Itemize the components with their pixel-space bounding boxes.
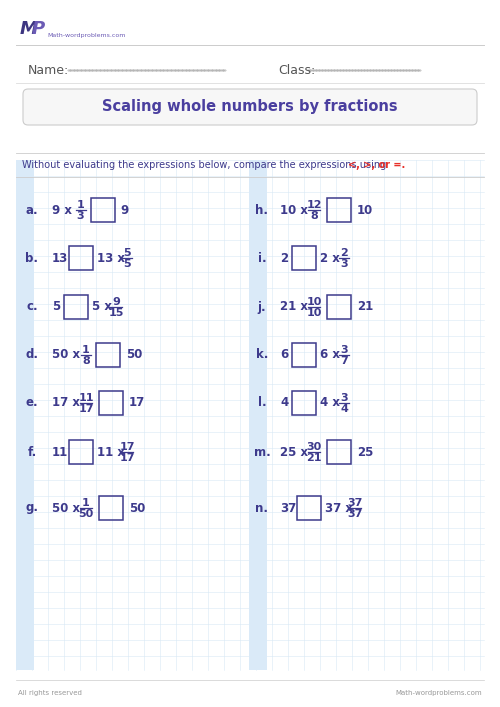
Text: 12: 12 [306, 200, 322, 210]
Text: 2: 2 [340, 248, 348, 258]
Text: a.: a. [26, 204, 38, 216]
Text: Math-wordproblems.com: Math-wordproblems.com [396, 690, 482, 696]
Text: 2 x: 2 x [320, 252, 340, 264]
Text: 9: 9 [120, 204, 129, 216]
Text: 11: 11 [52, 445, 68, 459]
Text: n.: n. [256, 501, 268, 515]
Text: 25: 25 [357, 445, 374, 459]
Text: Class:: Class: [278, 64, 316, 76]
Text: M: M [20, 20, 38, 38]
Text: 3: 3 [76, 211, 84, 221]
Text: 9: 9 [112, 297, 120, 307]
Text: 17: 17 [78, 404, 94, 414]
Bar [69, 246, 93, 270]
Bar [99, 391, 123, 415]
Text: All rights reserved: All rights reserved [18, 690, 82, 696]
Text: 1: 1 [82, 498, 90, 508]
Text: P: P [32, 20, 45, 38]
Text: 5: 5 [52, 300, 60, 313]
Text: 15: 15 [108, 308, 124, 318]
Text: k.: k. [256, 349, 268, 361]
Text: 21: 21 [357, 300, 373, 313]
Text: j.: j. [258, 300, 266, 313]
Text: 8: 8 [310, 211, 318, 221]
Text: Math-wordproblems.com: Math-wordproblems.com [47, 33, 126, 38]
Text: 13 x: 13 x [97, 252, 125, 264]
Bar [327, 440, 351, 464]
Text: d.: d. [26, 349, 38, 361]
Text: 37 x: 37 x [325, 501, 353, 515]
Text: 50 x: 50 x [52, 501, 80, 515]
Text: 17: 17 [120, 453, 135, 463]
Text: 10: 10 [306, 308, 322, 318]
Text: 25 x: 25 x [280, 445, 308, 459]
Text: l.: l. [258, 397, 266, 409]
Bar [64, 295, 88, 319]
Text: 1: 1 [82, 345, 90, 355]
Text: g.: g. [26, 501, 38, 515]
Text: 30: 30 [306, 442, 322, 452]
Text: 50: 50 [126, 349, 142, 361]
Text: 10 x: 10 x [280, 204, 308, 216]
Text: 13: 13 [52, 252, 68, 264]
Bar [99, 496, 123, 520]
Text: 50: 50 [129, 501, 146, 515]
Text: 4: 4 [340, 404, 348, 414]
Bar [297, 496, 321, 520]
Text: 50: 50 [78, 509, 94, 519]
Bar [16, 160, 34, 670]
Text: 5: 5 [123, 259, 131, 269]
Text: 37: 37 [280, 501, 296, 515]
Bar [327, 295, 351, 319]
Text: 17: 17 [120, 442, 135, 452]
Text: c.: c. [26, 300, 38, 313]
Bar [90, 198, 114, 222]
Text: 4: 4 [280, 397, 288, 409]
Text: m.: m. [254, 445, 270, 459]
Text: 2: 2 [280, 252, 288, 264]
Text: <, >, or =.: <, >, or =. [348, 160, 405, 170]
Text: b.: b. [26, 252, 38, 264]
Bar [69, 440, 93, 464]
Bar [292, 391, 316, 415]
Text: 8: 8 [82, 356, 90, 366]
Text: 6 x: 6 x [320, 349, 340, 361]
Text: 17: 17 [129, 397, 145, 409]
Text: 6: 6 [280, 349, 288, 361]
Text: 10: 10 [357, 204, 373, 216]
Text: 3: 3 [340, 345, 348, 355]
Text: 5 x: 5 x [92, 300, 112, 313]
Bar [96, 343, 120, 367]
Text: i.: i. [258, 252, 266, 264]
Text: Name:: Name: [28, 64, 69, 76]
Text: 9 x: 9 x [52, 204, 72, 216]
Bar [327, 198, 351, 222]
Text: 50 x: 50 x [52, 349, 80, 361]
Text: 21: 21 [306, 453, 322, 463]
Text: 7: 7 [340, 356, 348, 366]
Bar [249, 160, 267, 670]
Text: 4 x: 4 x [320, 397, 340, 409]
Text: 17 x: 17 x [52, 397, 80, 409]
FancyBboxPatch shape [23, 89, 477, 125]
Text: 3: 3 [340, 259, 348, 269]
Text: h.: h. [256, 204, 268, 216]
Text: e.: e. [26, 397, 38, 409]
Text: 11 x: 11 x [97, 445, 125, 459]
Text: 37: 37 [348, 498, 362, 508]
Text: 5: 5 [123, 248, 131, 258]
Bar [292, 343, 316, 367]
Text: 10: 10 [306, 297, 322, 307]
Text: Scaling whole numbers by fractions: Scaling whole numbers by fractions [102, 100, 398, 115]
Text: Without evaluating the expressions below, compare the expressions using: Without evaluating the expressions below… [22, 160, 390, 170]
Text: 21 x: 21 x [280, 300, 308, 313]
Text: f.: f. [28, 445, 36, 459]
Text: 11: 11 [78, 393, 94, 403]
Bar [292, 246, 316, 270]
Text: 37: 37 [348, 509, 362, 519]
Text: 3: 3 [340, 393, 348, 403]
Text: 1: 1 [76, 200, 84, 210]
